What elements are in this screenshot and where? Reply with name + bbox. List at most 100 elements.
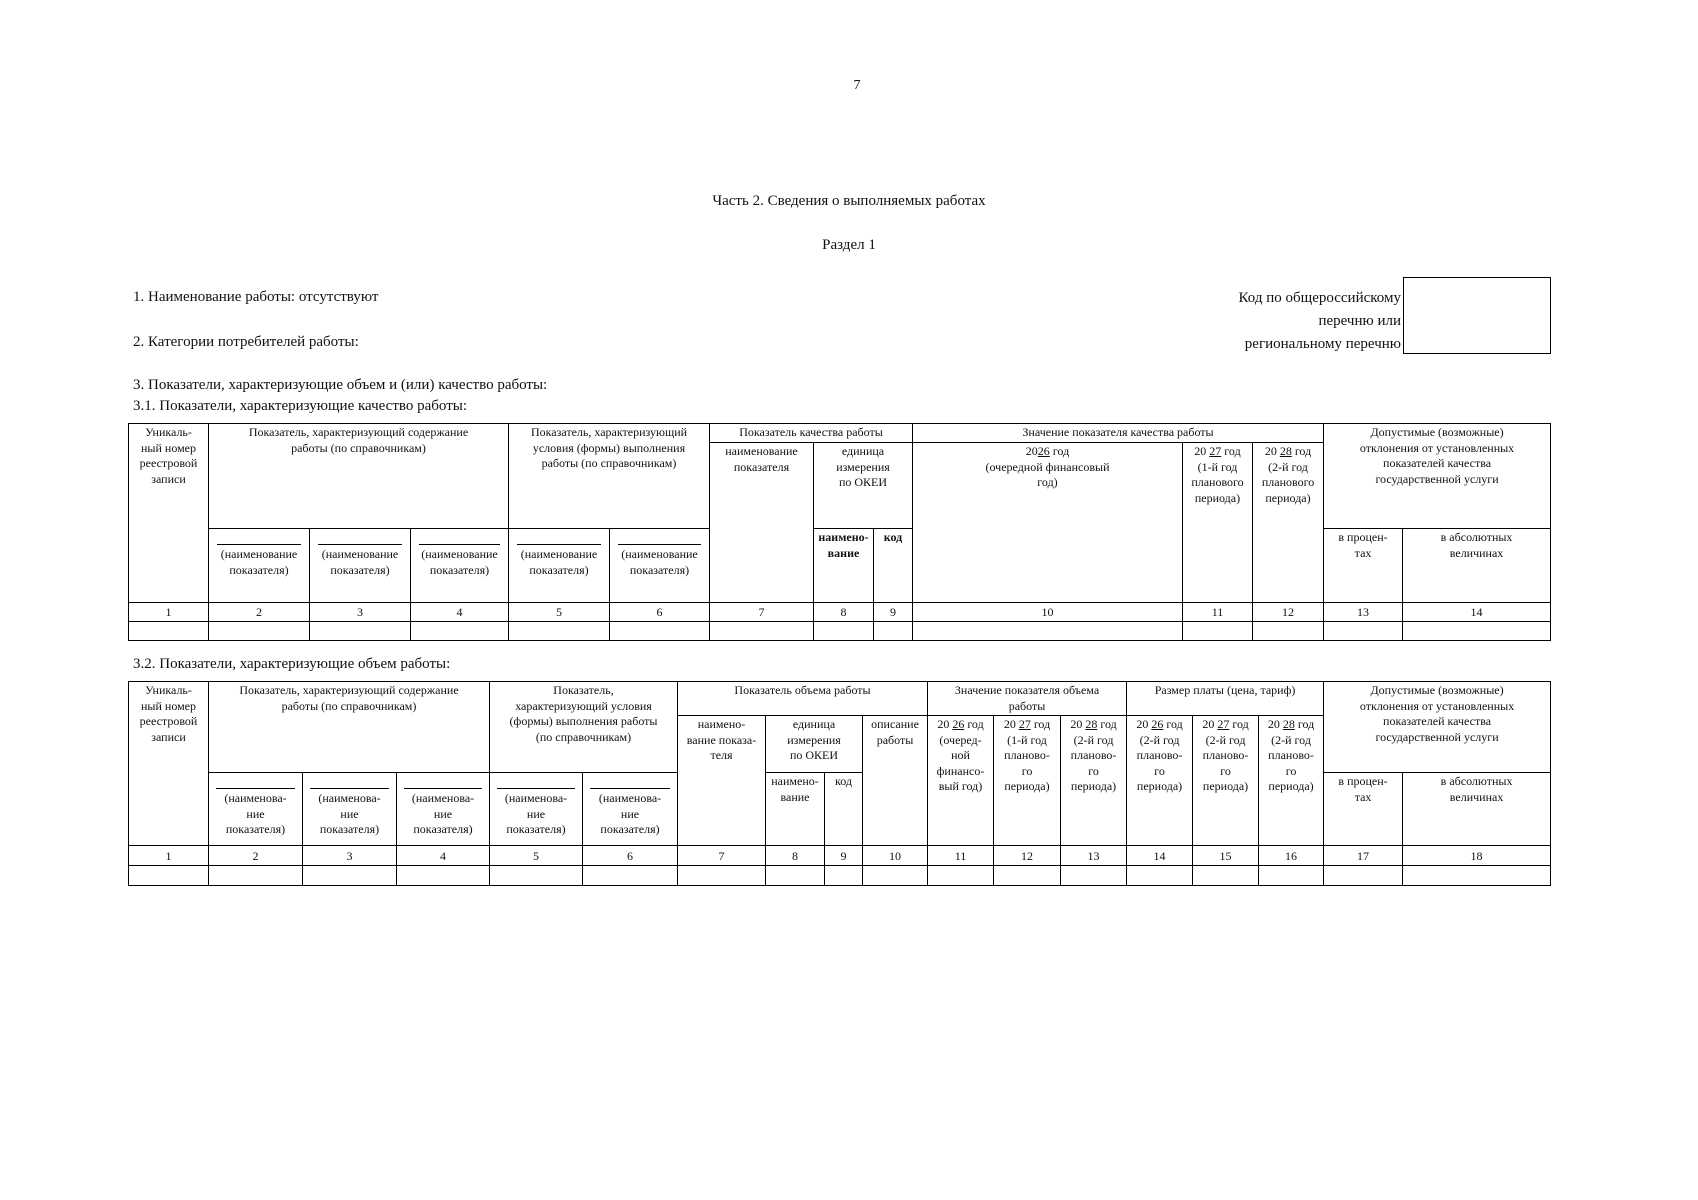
header-unit-okei: единица измерения по ОКЕИ <box>813 442 913 529</box>
column-number: 14 <box>1126 845 1194 866</box>
empty-cell[interactable] <box>1323 621 1404 641</box>
empty-cell[interactable] <box>609 621 710 641</box>
column-number: 9 <box>873 602 913 622</box>
header-fee-year-2: 20 27 год (2-й год планово- го периода) <box>1192 715 1260 846</box>
empty-cell[interactable] <box>709 621 814 641</box>
header-quality-value: Значение показателя качества работы <box>911 423 1325 443</box>
column-number: 1 <box>128 845 209 866</box>
subheader-indicator-name: (наименование показателя) <box>410 528 509 603</box>
header-conditions-indicator: Показатель, характеризующий условия (фор… <box>508 423 710 529</box>
header-content-indicator: Показатель, характеризующий содержание р… <box>208 423 509 529</box>
header-content-indicator: Показатель, характеризующий содержание р… <box>208 681 490 773</box>
subheader-indicator-name: (наименование показателя) <box>508 528 610 603</box>
empty-cell[interactable] <box>208 865 303 886</box>
header-fee-year-3: 20 28 год (2-й год планово- го периода) <box>1258 715 1325 846</box>
empty-cell[interactable] <box>927 865 995 886</box>
column-number: 18 <box>1402 845 1552 866</box>
empty-cell[interactable] <box>1323 865 1404 886</box>
header-year-plan-1: 20 27 год (1-й год планового периода) <box>1182 442 1253 603</box>
header-deviations: Допустимые (возможные) отклонения от уст… <box>1323 681 1552 773</box>
header-year-current: 2026 год (очередной финансовый год) <box>912 442 1183 603</box>
subheader-indicator-name: (наименова- ние показателя) <box>302 772 397 846</box>
column-number: 11 <box>1182 602 1253 622</box>
empty-cell[interactable] <box>1258 865 1325 886</box>
header-volume-year-current: 20 26 год (очеред- ной финансо- вый год) <box>927 715 995 846</box>
column-number: 3 <box>302 845 397 866</box>
empty-cell[interactable] <box>813 621 874 641</box>
empty-cell[interactable] <box>128 865 209 886</box>
table-row-empty <box>128 621 1552 641</box>
empty-cell[interactable] <box>1182 621 1253 641</box>
header-quality-indicator: Показатель качества работы <box>709 423 913 443</box>
subheader-indicator-name: (наименова- ние показателя) <box>581 772 679 846</box>
empty-cell[interactable] <box>396 865 490 886</box>
empty-cell[interactable] <box>489 865 583 886</box>
empty-cell[interactable] <box>912 621 1183 641</box>
column-number: 10 <box>912 602 1183 622</box>
indicators-heading: 3. Показатели, характеризующие объем и (… <box>133 377 548 393</box>
volume-table: Уникаль- ный номер реестровой записи Пок… <box>128 681 1552 886</box>
empty-cell[interactable] <box>993 865 1062 886</box>
column-number: 9 <box>824 845 864 866</box>
column-number: 10 <box>862 845 929 866</box>
header-unique-number: Уникаль- ный номер реестровой записи <box>128 681 209 846</box>
subheader-absolute: в абсолютных величинах <box>1402 528 1552 603</box>
consumer-categories: 2. Категории потребителей работы: <box>133 334 359 350</box>
header-year-plan-2: 20 28 год (2-й год планового периода) <box>1251 442 1325 603</box>
empty-cell[interactable] <box>1402 621 1552 641</box>
column-number: 7 <box>677 845 767 866</box>
quality-heading: 3.1. Показатели, характеризующие качеств… <box>133 398 467 414</box>
subheader-absolute: в абсолютных величинах <box>1402 772 1552 846</box>
header-volume-indicator: Показатель объема работы <box>677 681 929 716</box>
empty-cell[interactable] <box>128 621 209 641</box>
column-number: 12 <box>1251 602 1325 622</box>
header-work-description: описание работы <box>862 715 929 846</box>
subheader-indicator-name: (наименование показателя) <box>208 528 310 603</box>
column-number: 16 <box>1258 845 1325 866</box>
empty-cell[interactable] <box>1402 865 1552 886</box>
empty-cell[interactable] <box>302 865 397 886</box>
header-volume-year-plan-1: 20 27 год (1-й год планово- го периода) <box>993 715 1062 846</box>
empty-cell[interactable] <box>1126 865 1194 886</box>
empty-cell[interactable] <box>1060 865 1128 886</box>
empty-cell[interactable] <box>765 865 826 886</box>
quality-table: Уникаль- ный номер реестровой записи Пок… <box>128 423 1552 641</box>
empty-cell[interactable] <box>208 621 310 641</box>
subheader-unit-name: наимено- вание <box>813 528 874 603</box>
empty-cell[interactable] <box>508 621 610 641</box>
empty-cell[interactable] <box>309 621 411 641</box>
subheader-unit-code: код <box>873 528 913 603</box>
column-number: 6 <box>581 845 679 866</box>
subheader-percent: в процен- тах <box>1323 772 1404 846</box>
column-number: 8 <box>765 845 826 866</box>
table-row-empty <box>128 865 1552 886</box>
column-numbers-row: 1 2 3 4 5 6 7 8 9 10 11 12 13 14 15 16 1… <box>128 845 1552 866</box>
empty-cell[interactable] <box>1251 621 1325 641</box>
subheader-indicator-name: (наименова- ние показателя) <box>396 772 490 846</box>
subheader-unit-code: код <box>824 772 864 846</box>
empty-cell[interactable] <box>824 865 864 886</box>
empty-cell[interactable] <box>862 865 929 886</box>
subheader-percent: в процен- тах <box>1323 528 1404 603</box>
column-number: 13 <box>1323 602 1404 622</box>
subheader-indicator-name: (наименование показателя) <box>309 528 411 603</box>
part-title: Часть 2. Сведения о выполняемых работах <box>712 193 986 209</box>
column-numbers-row: 1 2 3 4 5 6 7 8 9 10 11 12 13 14 <box>128 602 1552 622</box>
empty-cell[interactable] <box>677 865 767 886</box>
column-number: 5 <box>489 845 583 866</box>
subheader-indicator-name: (наименова- ние показателя) <box>489 772 583 846</box>
column-number: 12 <box>993 845 1062 866</box>
column-number: 4 <box>396 845 490 866</box>
header-indicator-name: наименование показателя <box>709 442 814 603</box>
empty-cell[interactable] <box>581 865 679 886</box>
code-box[interactable] <box>1403 277 1551 354</box>
header-conditions-indicator: Показатель, характеризующий условия (фор… <box>488 681 679 773</box>
empty-cell[interactable] <box>1192 865 1260 886</box>
column-number: 14 <box>1402 602 1552 622</box>
empty-cell[interactable] <box>410 621 509 641</box>
column-number: 11 <box>927 845 995 866</box>
column-number: 8 <box>813 602 874 622</box>
column-number: 17 <box>1323 845 1404 866</box>
subheader-indicator-name: (наименова- ние показателя) <box>208 772 303 846</box>
empty-cell[interactable] <box>873 621 913 641</box>
